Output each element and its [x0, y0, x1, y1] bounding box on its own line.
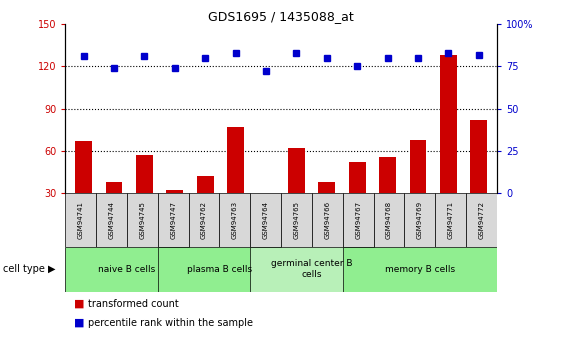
Bar: [189, 193, 219, 247]
Bar: [440, 55, 457, 193]
Text: GSM94764: GSM94764: [263, 201, 269, 239]
Bar: [106, 182, 122, 193]
Bar: [404, 193, 435, 247]
Bar: [250, 247, 374, 292]
Bar: [219, 193, 250, 247]
Text: GSM94744: GSM94744: [108, 201, 115, 239]
Bar: [75, 141, 92, 193]
Text: GSM94762: GSM94762: [201, 201, 207, 239]
Text: percentile rank within the sample: percentile rank within the sample: [88, 318, 253, 327]
Text: GSM94741: GSM94741: [78, 201, 83, 239]
Bar: [250, 193, 281, 247]
Text: transformed count: transformed count: [88, 299, 179, 308]
Bar: [136, 155, 153, 193]
Bar: [470, 120, 487, 193]
Bar: [374, 193, 404, 247]
Bar: [197, 176, 214, 193]
Text: GSM94747: GSM94747: [170, 201, 176, 239]
Bar: [227, 127, 244, 193]
Text: germinal center B
cells: germinal center B cells: [272, 259, 353, 279]
Bar: [166, 190, 183, 193]
Bar: [65, 193, 96, 247]
Bar: [65, 247, 189, 292]
Bar: [158, 247, 281, 292]
Text: cell type ▶: cell type ▶: [3, 264, 55, 274]
Text: GSM94769: GSM94769: [417, 201, 423, 239]
Text: ■: ■: [74, 299, 84, 308]
Bar: [410, 140, 427, 193]
Bar: [158, 193, 189, 247]
Bar: [343, 193, 374, 247]
Title: GDS1695 / 1435088_at: GDS1695 / 1435088_at: [208, 10, 354, 23]
Bar: [466, 193, 497, 247]
Text: GSM94767: GSM94767: [355, 201, 361, 239]
Bar: [312, 193, 343, 247]
Bar: [281, 193, 312, 247]
Text: GSM94771: GSM94771: [448, 201, 454, 239]
Text: ■: ■: [74, 318, 84, 327]
Text: plasma B cells: plasma B cells: [187, 265, 252, 274]
Text: GSM94745: GSM94745: [139, 201, 145, 239]
Bar: [343, 247, 497, 292]
Bar: [127, 193, 158, 247]
Text: GSM94772: GSM94772: [479, 201, 485, 239]
Text: memory B cells: memory B cells: [385, 265, 455, 274]
Text: GSM94766: GSM94766: [324, 201, 331, 239]
Bar: [379, 157, 396, 193]
Bar: [435, 193, 466, 247]
Bar: [349, 162, 366, 193]
Text: GSM94765: GSM94765: [294, 201, 299, 239]
Bar: [288, 148, 304, 193]
Bar: [319, 182, 335, 193]
Text: GSM94763: GSM94763: [232, 201, 238, 239]
Text: GSM94768: GSM94768: [386, 201, 392, 239]
Bar: [96, 193, 127, 247]
Text: naive B cells: naive B cells: [98, 265, 156, 274]
